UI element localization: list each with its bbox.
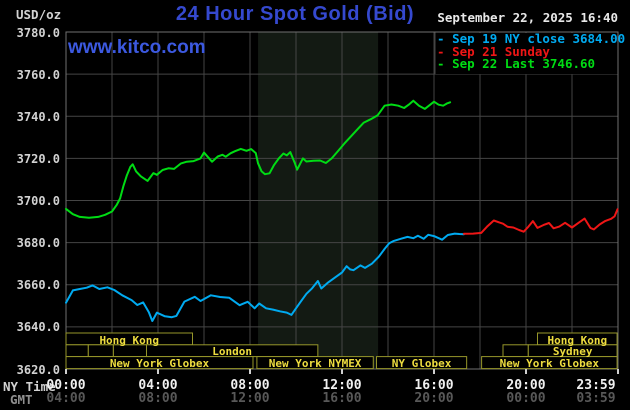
session-label-ny-globex: NY Globex bbox=[391, 357, 452, 371]
session-box bbox=[481, 356, 618, 370]
session-label-hong-kong: Hong Kong bbox=[547, 333, 608, 347]
price-line-0 bbox=[65, 232, 465, 322]
session-label-new-york-nymex: New York NYMEX bbox=[268, 357, 362, 371]
x-tick-gmt: 03:59 bbox=[576, 391, 616, 406]
x-tick-gmt: 16:00 bbox=[322, 391, 362, 406]
x-tick-gmt: 20:00 bbox=[414, 391, 454, 406]
chart-datetime: September 22, 2025 16:40 bbox=[437, 10, 618, 25]
y-tick-label: 3740.0 bbox=[16, 109, 60, 124]
y-tick-label: 3720.0 bbox=[16, 151, 60, 166]
session-label-new-york-globex: New York Globex bbox=[499, 357, 600, 371]
session-box bbox=[65, 344, 89, 358]
session-box bbox=[112, 344, 147, 358]
x-tick-ny: 08:00 bbox=[230, 378, 270, 393]
kitco-watermark-link[interactable]: www.kitco.com bbox=[68, 37, 206, 58]
y-axis-units: USD/oz bbox=[16, 7, 62, 22]
y-tick-label: 3680.0 bbox=[16, 236, 60, 251]
x-tick-gmt: 12:00 bbox=[230, 391, 270, 406]
y-tick-label: 3700.0 bbox=[16, 194, 60, 208]
price-line-1 bbox=[462, 208, 619, 235]
legend-item-sep19: - Sep 19 NY close 3684.00 bbox=[437, 31, 626, 46]
x-tick-gmt: 00:00 bbox=[506, 391, 546, 406]
y-tick-label: 3780.0 bbox=[16, 25, 60, 40]
x-tick-gmt: 08:00 bbox=[138, 391, 178, 406]
session-label-new-york-globex: New York Globex bbox=[109, 357, 210, 371]
legend-dash-icon: - bbox=[437, 43, 453, 59]
session-box bbox=[376, 356, 468, 370]
gmt-axis-label: GMT bbox=[10, 392, 33, 407]
ny-time-axis-label: NY Time bbox=[3, 379, 56, 394]
legend-item-sep21: - Sep 21 Sunday bbox=[437, 43, 550, 59]
legend-item-sep22: - Sep 22 Last 3746.60 bbox=[437, 56, 596, 72]
y-tick-label: 3620.0 bbox=[16, 362, 60, 377]
x-tick-gmt: 04:00 bbox=[46, 391, 86, 406]
legend-backdrop bbox=[435, 33, 618, 75]
x-tick-ny: 20:00 bbox=[506, 378, 546, 393]
legend: - Sep 19 NY close 3684.00 - Sep 21 Sunda… bbox=[437, 31, 626, 72]
session-label-london: London bbox=[212, 345, 253, 359]
session-box bbox=[256, 356, 374, 370]
x-tick-ny: 12:00 bbox=[322, 378, 362, 393]
session-label-hong-kong: Hong Kong bbox=[99, 333, 160, 347]
y-tick-label: 3760.0 bbox=[16, 67, 60, 82]
x-tick-ny: 04:00 bbox=[138, 378, 178, 393]
session-box bbox=[87, 344, 114, 358]
x-tick-ny: 23:59 bbox=[576, 378, 616, 393]
legend-dash-icon: - bbox=[437, 31, 453, 46]
session-label-sydney: Sydney bbox=[552, 345, 593, 359]
x-tick-ny: 00:00 bbox=[46, 378, 86, 393]
chart-title: 24 Hour Spot Gold (Bid) bbox=[175, 3, 415, 25]
session-box bbox=[65, 356, 254, 370]
legend-dash-icon: - bbox=[437, 56, 453, 72]
y-tick-label: 3660.0 bbox=[16, 278, 60, 293]
y-tick-label: 3640.0 bbox=[16, 320, 60, 335]
price-line-2 bbox=[65, 99, 452, 219]
x-tick-ny: 16:00 bbox=[414, 378, 454, 393]
